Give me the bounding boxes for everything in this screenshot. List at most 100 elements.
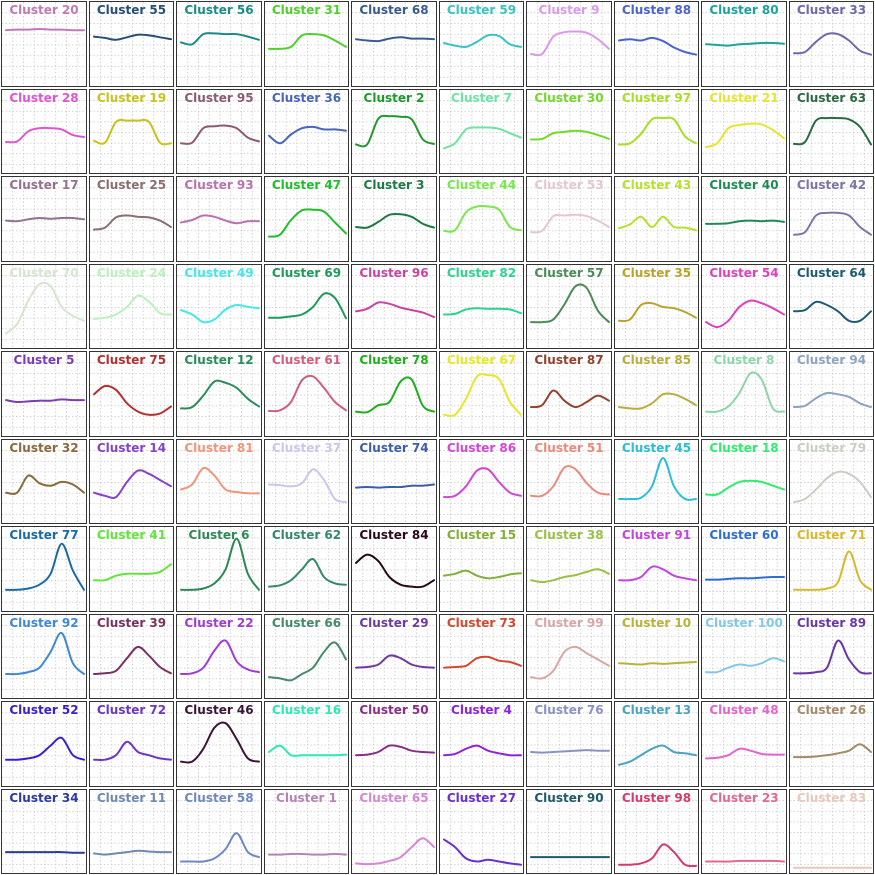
series-line — [355, 837, 435, 866]
series-line — [355, 376, 435, 414]
cluster-panel: Cluster 87 — [526, 351, 612, 437]
cluster-plot — [615, 90, 698, 173]
series-line — [355, 212, 435, 229]
series-line — [793, 211, 872, 236]
series-line — [530, 645, 610, 680]
cluster-plot — [265, 2, 348, 86]
cluster-plot — [352, 440, 436, 523]
cluster-plot — [352, 352, 436, 436]
series-line — [93, 33, 172, 41]
cluster-plot — [90, 702, 173, 786]
series-line — [5, 851, 85, 854]
cluster-plot — [615, 2, 698, 86]
cluster-plot — [527, 440, 611, 523]
cluster-panel: Cluster 42 — [789, 176, 874, 262]
cluster-plot — [702, 615, 786, 698]
series-line — [5, 28, 85, 32]
cluster-panel: Cluster 46 — [176, 701, 262, 787]
cluster-plot — [790, 2, 873, 86]
cluster-panel: Cluster 76 — [526, 701, 612, 787]
cluster-panel: Cluster 43 — [614, 176, 699, 262]
cluster-plot — [440, 702, 523, 786]
cluster-plot — [177, 615, 261, 698]
cluster-panel: Cluster 60 — [701, 526, 787, 612]
cluster-plot — [702, 2, 786, 86]
series-line — [705, 747, 785, 760]
series-line — [180, 303, 260, 324]
series-line — [793, 639, 872, 675]
cluster-plot — [177, 352, 261, 436]
cluster-plot — [702, 177, 786, 261]
cluster-panel: Cluster 6 — [176, 526, 262, 612]
series-line — [443, 33, 522, 49]
cluster-panel: Cluster 48 — [701, 701, 787, 787]
series-line — [180, 537, 260, 591]
series-line — [180, 379, 260, 410]
series-line — [530, 30, 610, 57]
cluster-plot — [90, 440, 173, 523]
series-line — [355, 114, 435, 148]
series-line — [793, 743, 872, 759]
cluster-panel: Cluster 72 — [89, 701, 174, 787]
series-line — [268, 641, 347, 682]
cluster-plot — [265, 265, 348, 348]
series-line — [443, 126, 522, 150]
cluster-plot — [790, 527, 873, 611]
series-line — [530, 389, 610, 409]
cluster-plot — [615, 702, 698, 786]
series-line — [618, 215, 697, 232]
series-line — [530, 465, 610, 498]
cluster-panel: Cluster 12 — [176, 351, 262, 437]
cluster-panel: Cluster 64 — [789, 264, 874, 349]
cluster-plot — [440, 2, 523, 86]
cluster-plot — [790, 352, 873, 436]
cluster-plot — [265, 527, 348, 611]
cluster-plot — [615, 615, 698, 698]
cluster-plot — [702, 90, 786, 173]
cluster-panel: Cluster 75 — [89, 351, 174, 437]
series-line — [705, 41, 785, 47]
cluster-plot — [615, 177, 698, 261]
cluster-plot — [790, 90, 873, 173]
cluster-plot — [790, 265, 873, 348]
series-line — [618, 301, 697, 323]
cluster-plot — [265, 352, 348, 436]
cluster-plot — [177, 527, 261, 611]
cluster-panel: Cluster 54 — [701, 264, 787, 349]
cluster-panel: Cluster 83 — [789, 789, 874, 874]
cluster-plot — [440, 177, 523, 261]
series-line — [355, 744, 435, 757]
cluster-plot — [702, 527, 786, 611]
cluster-panel: Cluster 29 — [351, 614, 437, 699]
cluster-panel: Cluster 63 — [789, 89, 874, 174]
series-line — [268, 558, 347, 588]
cluster-plot — [615, 790, 698, 873]
series-line — [5, 281, 85, 335]
cluster-plot — [527, 265, 611, 348]
cluster-panel: Cluster 96 — [351, 264, 437, 349]
cluster-plot — [2, 527, 86, 611]
cluster-panel: Cluster 61 — [264, 351, 349, 437]
cluster-plot — [352, 790, 436, 873]
cluster-panel: Cluster 37 — [264, 439, 349, 524]
cluster-plot — [177, 90, 261, 173]
series-line — [268, 744, 347, 757]
cluster-panel: Cluster 70 — [1, 264, 87, 349]
cluster-panel: Cluster 50 — [351, 701, 437, 787]
cluster-plot — [702, 265, 786, 348]
series-line — [180, 466, 260, 495]
cluster-plot — [177, 2, 261, 86]
cluster-panel: Cluster 52 — [1, 701, 87, 787]
series-line — [443, 744, 522, 757]
cluster-plot — [790, 790, 873, 873]
cluster-panel: Cluster 23 — [701, 789, 787, 874]
series-line — [793, 116, 872, 146]
cluster-panel: Cluster 59 — [439, 1, 524, 87]
cluster-panel: Cluster 53 — [526, 176, 612, 262]
cluster-panel: Cluster 15 — [439, 526, 524, 612]
series-line — [618, 744, 697, 766]
cluster-plot — [527, 615, 611, 698]
series-line — [355, 483, 435, 489]
series-line — [530, 283, 610, 324]
cluster-plot — [265, 615, 348, 698]
